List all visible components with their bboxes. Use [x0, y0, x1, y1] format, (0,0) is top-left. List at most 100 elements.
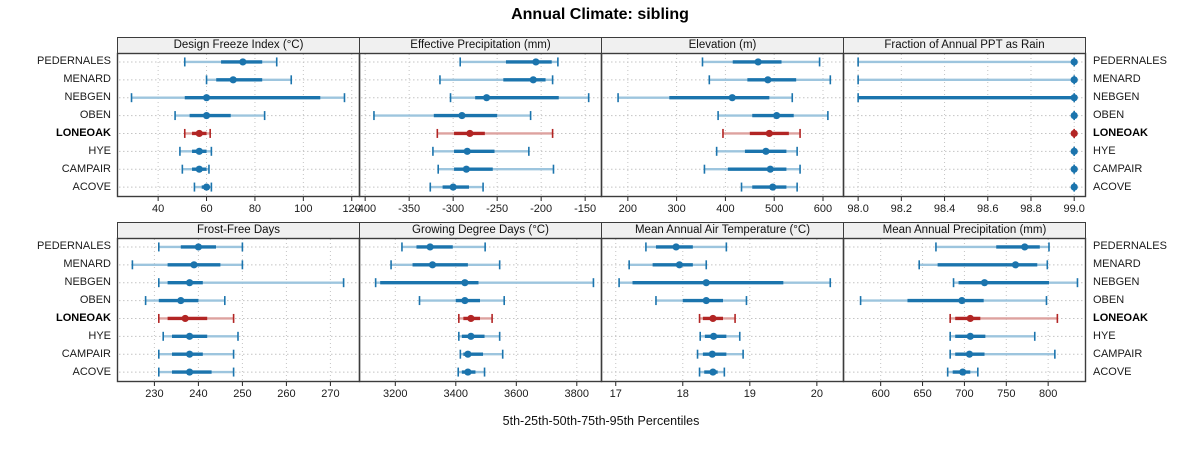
site-label-left: OBEN [79, 109, 111, 122]
percentile-row-OBEN [373, 111, 532, 121]
site-label-right: CAMPAIR [1093, 347, 1143, 360]
axis-tick-label: -200 [530, 203, 553, 215]
percentile-row-NEBGEN [449, 93, 590, 103]
percentile-row-ACOVE [740, 182, 798, 192]
site-label-left: LONEOAK [56, 126, 111, 139]
axis-tick-label: 600 [813, 203, 833, 215]
percentile-row-PEDERNALES [183, 57, 278, 67]
percentile-row-MENARD [708, 75, 832, 85]
percentile-row-ACOVE [1070, 182, 1078, 192]
panel-title: Fraction of Annual PPT as Rain [884, 38, 1045, 51]
percentile-row-LONEOAK [436, 128, 554, 138]
percentile-row-PEDERNALES [857, 57, 1078, 67]
percentile-row-HYE [699, 331, 741, 341]
percentile-row-LONEOAK [698, 313, 736, 323]
percentile-row-HYE [458, 331, 501, 341]
percentile-row-NEBGEN [130, 93, 346, 103]
axis-tick-label: 3400 [443, 388, 469, 400]
site-label-right: ACOVE [1093, 365, 1132, 378]
site-label-right: MENARD [1093, 258, 1141, 271]
percentile-row-NEBGEN [618, 278, 832, 288]
percentile-row-CAMPAIR [696, 349, 744, 359]
axis-tick-label: 750 [997, 388, 1016, 400]
axis-tick-label: 250 [233, 388, 252, 400]
site-label-right: NEBGEN [1093, 276, 1140, 289]
percentile-row-LONEOAK [722, 128, 801, 138]
site-label-right: LONEOAK [1093, 126, 1148, 139]
panel-strip: Growing Degree Days (°C) [359, 222, 602, 239]
percentile-row-PEDERNALES [701, 57, 821, 67]
axis-tick-label: 19 [743, 388, 756, 400]
axis-tick-label: 600 [871, 388, 890, 400]
percentile-row-PEDERNALES [645, 242, 728, 252]
axis-tick-label: 200 [618, 203, 637, 215]
axis-tick-label: -150 [574, 203, 597, 215]
panel-plot [358, 52, 603, 201]
percentile-row-CAMPAIR [437, 164, 555, 174]
axis-tick-label: 98.0 [847, 203, 869, 215]
axis-tick-label: 80 [248, 203, 262, 215]
percentile-row-HYE [949, 331, 1036, 341]
percentile-row-CAMPAIR [459, 349, 504, 359]
axis-tick-label: 300 [667, 203, 686, 215]
percentile-row-OBEN [144, 296, 226, 306]
axis-tick-label: 240 [189, 388, 208, 400]
panel-title: Mean Annual Precipitation (mm) [882, 223, 1047, 236]
site-label-left: ACOVE [72, 180, 111, 193]
percentile-row-OBEN [1070, 111, 1078, 121]
panel-strip: Mean Annual Precipitation (mm) [843, 222, 1086, 239]
panel-plot [842, 237, 1087, 386]
axis-tick-label: -250 [486, 203, 509, 215]
percentile-row-OBEN [174, 111, 266, 121]
site-label-left: ACOVE [72, 365, 111, 378]
panel-plot [116, 237, 361, 386]
percentile-row-MENARD [390, 260, 501, 270]
panel-plot [600, 237, 845, 386]
panel-title: Effective Precipitation (mm) [410, 38, 551, 51]
panel-plot [358, 237, 603, 386]
panel-strip: Design Freeze Index (°C) [117, 37, 360, 54]
percentile-row-OBEN [717, 111, 829, 121]
site-label-right: HYE [1093, 144, 1116, 157]
percentile-row-NEBGEN [857, 93, 1078, 103]
percentile-row-NEBGEN [952, 278, 1079, 288]
percentile-row-CAMPAIR [157, 349, 235, 359]
percentile-row-MENARD [131, 260, 244, 270]
axis-tick-label: 98.8 [1020, 203, 1042, 215]
site-label-left: MENARD [63, 73, 111, 86]
site-label-left: MENARD [63, 258, 111, 271]
axis-tick-label: 60 [200, 203, 213, 215]
axis-tick-label: 400 [716, 203, 735, 215]
site-label-left: PEDERNALES [37, 55, 111, 68]
percentile-row-LONEOAK [949, 313, 1059, 323]
panel-strip: Effective Precipitation (mm) [359, 37, 602, 54]
percentile-row-LONEOAK [157, 313, 235, 323]
x-axis-label: 5th-25th-50th-75th-95th Percentiles [502, 414, 700, 428]
percentile-row-NEBGEN [617, 93, 794, 103]
panel-title: Growing Degree Days (°C) [412, 223, 549, 236]
percentile-row-MENARD [857, 75, 1078, 85]
axis-tick-label: 99.0 [1063, 203, 1085, 215]
axis-tick-label: 98.6 [977, 203, 999, 215]
site-label-right: LONEOAK [1093, 311, 1148, 324]
percentile-row-LONEOAK [458, 313, 493, 323]
percentile-row-PEDERNALES [459, 57, 559, 67]
panel-plot [842, 52, 1087, 201]
site-label-right: OBEN [1093, 109, 1125, 122]
site-label-right: NEBGEN [1093, 91, 1140, 104]
chart-title: Annual Climate: sibling [511, 6, 689, 23]
site-label-right: HYE [1093, 329, 1116, 342]
axis-tick-label: 17 [609, 388, 622, 400]
panel-title: Design Freeze Index (°C) [173, 38, 304, 51]
axis-tick-label: -300 [442, 203, 465, 215]
percentile-row-ACOVE [429, 182, 484, 192]
panel-strip: Frost-Free Days [117, 222, 360, 239]
axis-tick-label: 260 [277, 388, 296, 400]
axis-tick-label: 700 [955, 388, 974, 400]
percentile-row-HYE [432, 146, 530, 156]
axis-tick-label: 40 [152, 203, 165, 215]
panel-plot [600, 52, 845, 201]
site-label-right: ACOVE [1093, 180, 1132, 193]
percentile-row-NEBGEN [157, 278, 345, 288]
